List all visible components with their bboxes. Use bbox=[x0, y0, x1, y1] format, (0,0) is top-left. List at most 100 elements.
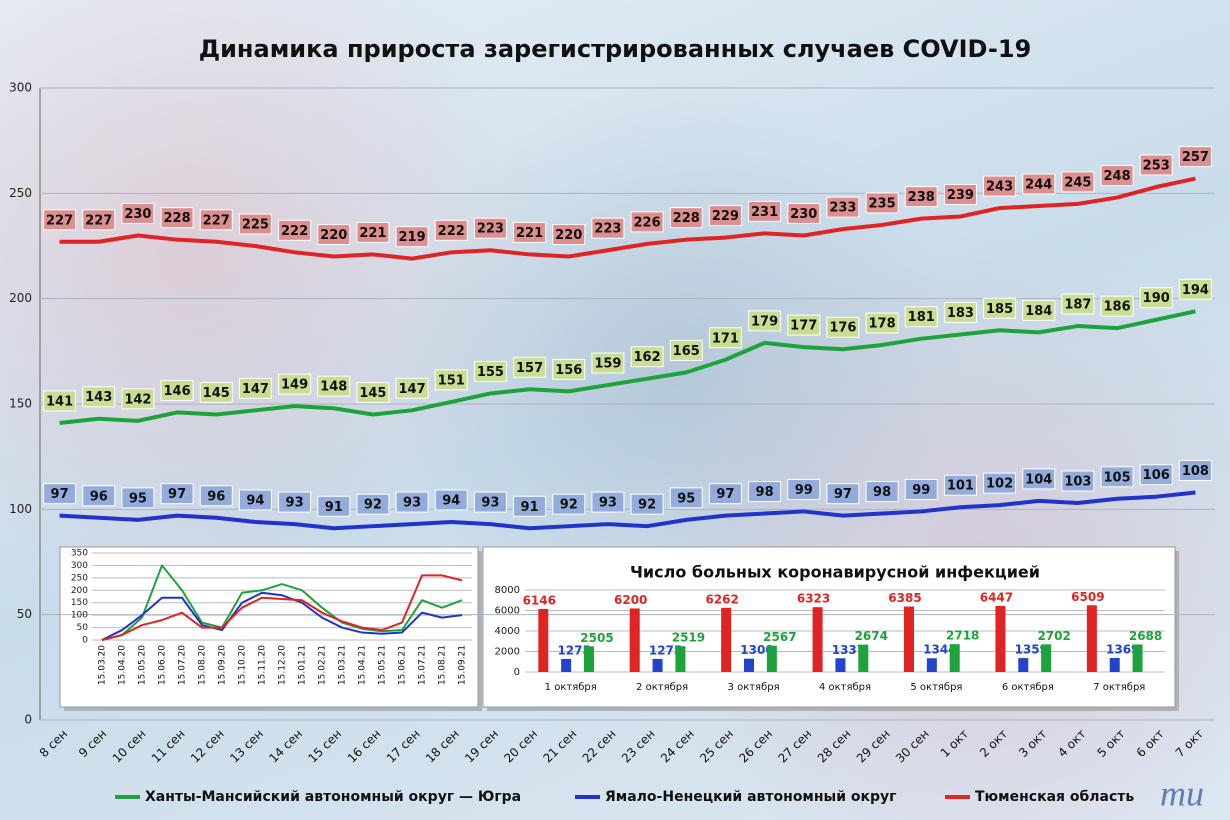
data-label-box bbox=[199, 209, 233, 231]
data-label-box bbox=[1178, 278, 1212, 300]
series-line bbox=[101, 591, 463, 641]
x-tick-label: 18 сен bbox=[423, 727, 462, 766]
x-tick-label: 6 октября bbox=[1002, 682, 1054, 693]
data-label: 102 bbox=[986, 477, 1013, 492]
data-label: 104 bbox=[1025, 472, 1052, 487]
y-tick-label: 4000 bbox=[495, 626, 520, 637]
data-label: 99 bbox=[912, 483, 930, 498]
x-tick-label: 5 окт bbox=[1094, 727, 1127, 760]
bar bbox=[721, 607, 732, 672]
x-tick-label: 3 окт bbox=[1016, 727, 1049, 760]
data-label: 243 bbox=[986, 180, 1013, 195]
x-tick-label: 15.08.21 bbox=[438, 645, 448, 685]
data-label: 149 bbox=[281, 378, 308, 393]
data-label: 155 bbox=[477, 365, 504, 380]
data-label-box bbox=[1100, 295, 1134, 317]
data-label-box bbox=[552, 358, 586, 380]
data-label: 6385 bbox=[888, 591, 921, 605]
x-tick-label: 8 сен bbox=[37, 727, 70, 760]
data-label: 194 bbox=[1182, 283, 1209, 298]
x-tick-label: 15.05.20 bbox=[138, 645, 148, 685]
data-label: 222 bbox=[281, 224, 308, 239]
data-label-box bbox=[591, 491, 625, 513]
data-label: 97 bbox=[716, 487, 734, 502]
x-tick-label: 1 окт bbox=[938, 727, 971, 760]
data-label-box bbox=[473, 491, 507, 513]
data-label-box bbox=[278, 219, 312, 241]
data-label: 184 bbox=[1025, 304, 1052, 319]
y-tick-label: 250 bbox=[71, 573, 88, 583]
x-tick-label: 15.03.21 bbox=[338, 645, 348, 685]
data-label-box bbox=[630, 211, 664, 233]
data-label: 222 bbox=[438, 224, 465, 239]
data-label-box bbox=[1178, 146, 1212, 168]
data-label: 96 bbox=[90, 489, 108, 504]
x-tick-label: 15.01.21 bbox=[298, 645, 308, 685]
data-label: 226 bbox=[634, 215, 661, 230]
data-label: 220 bbox=[320, 228, 347, 243]
data-label: 229 bbox=[712, 209, 739, 224]
data-label-box bbox=[748, 310, 782, 332]
bar bbox=[675, 646, 686, 672]
data-label: 157 bbox=[516, 361, 543, 376]
data-label-box bbox=[1022, 173, 1056, 195]
x-tick-label: 3 октября bbox=[728, 682, 780, 693]
data-label: 98 bbox=[873, 485, 891, 500]
x-tick-label: 15.06.20 bbox=[158, 645, 168, 685]
inset-panel bbox=[482, 546, 1176, 708]
bar bbox=[1086, 605, 1097, 672]
data-label: 179 bbox=[751, 314, 778, 329]
data-label: 94 bbox=[442, 493, 460, 508]
data-label-box bbox=[160, 379, 194, 401]
series-line bbox=[101, 574, 463, 641]
data-label-box bbox=[121, 202, 155, 224]
data-label: 223 bbox=[477, 222, 504, 237]
x-tick-label: 15.04.20 bbox=[118, 645, 128, 685]
data-label-box bbox=[708, 483, 742, 505]
series-line bbox=[59, 176, 1196, 261]
legend-label: Ханты-Мансийский автономный округ — Югра bbox=[145, 789, 521, 805]
data-label: 171 bbox=[712, 331, 739, 346]
data-label: 220 bbox=[555, 228, 582, 243]
data-label: 6323 bbox=[797, 592, 830, 606]
x-tick-label: 26 сен bbox=[736, 727, 775, 766]
y-tick-label: 200 bbox=[9, 291, 32, 305]
data-label-box bbox=[1139, 287, 1173, 309]
data-label: 187 bbox=[1064, 298, 1091, 313]
x-tick-label: 28 сен bbox=[815, 727, 854, 766]
x-tick-label: 21 сен bbox=[541, 727, 580, 766]
data-label-box bbox=[552, 224, 586, 246]
data-label-box bbox=[513, 221, 547, 243]
x-tick-label: 15.06.21 bbox=[398, 645, 408, 685]
y-tick-label: 150 bbox=[71, 598, 88, 608]
y-tick-label: 300 bbox=[71, 561, 88, 571]
data-label-box bbox=[865, 192, 899, 214]
x-tick-label: 9 сен bbox=[76, 727, 109, 760]
data-label: 230 bbox=[790, 207, 817, 222]
data-label-box bbox=[82, 485, 116, 507]
data-label: 6447 bbox=[980, 590, 1013, 604]
bar bbox=[995, 605, 1006, 672]
x-tick-label: 12 сен bbox=[188, 727, 227, 766]
data-label-box bbox=[395, 226, 429, 248]
chart-title: Динамика прироста зарегистрированных слу… bbox=[199, 35, 1032, 63]
x-tick-label: 4 октября bbox=[819, 682, 871, 693]
data-label: 97 bbox=[834, 487, 852, 502]
data-label: 6262 bbox=[705, 592, 738, 606]
data-label: 147 bbox=[242, 382, 269, 397]
data-label-box bbox=[278, 491, 312, 513]
data-label: 253 bbox=[1143, 159, 1170, 174]
data-label: 223 bbox=[594, 222, 621, 237]
x-tick-label: 15.09.20 bbox=[218, 645, 228, 685]
data-label-box bbox=[1061, 171, 1095, 193]
data-label-box bbox=[356, 382, 390, 404]
data-label-box bbox=[748, 481, 782, 503]
series-line bbox=[59, 309, 1196, 425]
y-tick-label: 50 bbox=[77, 623, 89, 633]
data-label: 183 bbox=[947, 306, 974, 321]
data-label: 94 bbox=[246, 493, 264, 508]
data-label: 92 bbox=[560, 498, 578, 513]
y-tick-label: 8000 bbox=[495, 585, 520, 596]
data-label: 1275 bbox=[557, 643, 590, 657]
